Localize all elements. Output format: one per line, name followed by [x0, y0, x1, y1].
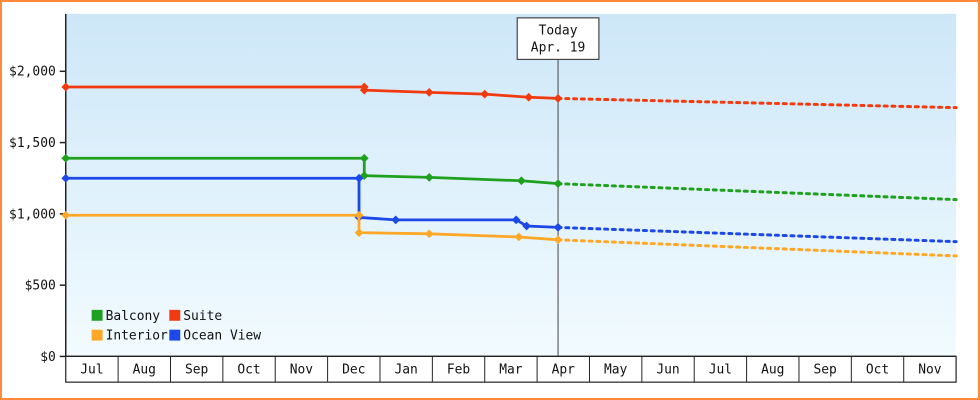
month-label: Nov: [290, 363, 314, 378]
data-point-interior: [514, 232, 524, 242]
month-label: Oct: [866, 363, 889, 378]
month-label: Dec: [342, 363, 365, 378]
legend-label-interior: Interior: [106, 329, 169, 344]
y-tick-label: $1,500: [9, 136, 56, 151]
month-label: Oct: [237, 363, 260, 378]
month-label: Jan: [394, 363, 417, 378]
legend-label-suite: Suite: [183, 309, 222, 324]
legend-label-balcony: Balcony: [106, 309, 161, 324]
month-label: Jun: [656, 363, 679, 378]
month-label: Aug: [133, 363, 156, 378]
legend-swatch-interior: [91, 329, 103, 341]
month-label: Apr: [552, 363, 576, 378]
data-point-suite: [524, 92, 534, 102]
legend-swatch-ocean-view: [169, 329, 181, 341]
today-label-line2: Apr. 19: [531, 41, 585, 56]
month-label: Sep: [813, 363, 836, 378]
data-point-balcony: [359, 153, 369, 163]
month-label: Feb: [447, 363, 470, 378]
series-projection-interior: [556, 238, 958, 258]
data-point-suite: [480, 89, 490, 99]
data-point-ocean-view: [511, 215, 521, 225]
data-point-interior: [553, 235, 563, 245]
series-projection-balcony: [556, 182, 958, 202]
data-point-suite: [61, 82, 71, 92]
y-tick-label: $0: [40, 350, 56, 365]
month-label: Nov: [918, 363, 942, 378]
series-line-balcony: [65, 156, 559, 186]
legend-swatch-suite: [169, 309, 181, 321]
today-box: [516, 17, 600, 61]
data-point-ocean-view: [391, 215, 401, 225]
plot-background: [65, 13, 957, 357]
y-tick-label: $1,000: [9, 207, 56, 222]
month-label: Jul: [709, 363, 732, 378]
data-point-suite: [553, 94, 563, 103]
series-projection-suite: [556, 96, 958, 110]
y-tick-label: $2,000: [9, 65, 56, 80]
month-label: Jul: [80, 363, 103, 378]
series-projection-ocean-view: [556, 225, 958, 244]
month-strip: [65, 355, 957, 383]
data-point-ocean-view: [553, 223, 563, 232]
series-line-interior: [65, 213, 559, 242]
month-label: May: [604, 363, 628, 378]
month-label: Mar: [499, 363, 523, 378]
today-label-line1: Today: [539, 24, 578, 39]
month-label: Aug: [761, 363, 784, 378]
y-tick-label: $500: [25, 279, 56, 294]
legend-swatch-balcony: [91, 309, 103, 321]
legend-label-ocean-view: Ocean View: [183, 329, 261, 344]
month-label: Sep: [185, 363, 208, 378]
data-point-suite: [359, 85, 369, 95]
